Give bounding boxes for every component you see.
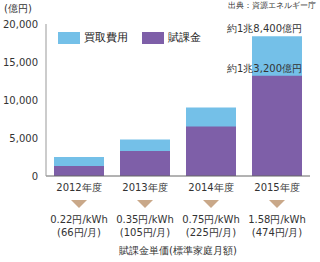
html-text:(億円): (億円) [4, 3, 32, 14]
svg-text:1.58円/kWh: 1.58円/kWh [248, 214, 306, 225]
svg-text:15,000: 15,000 [8, 57, 38, 68]
svg-text:約1兆3,200億円: 約1兆3,200億円 [227, 63, 302, 74]
html-text:出典：資源エネルギー庁: 出典：資源エネルギー庁 [228, 1, 316, 10]
svg-text:2014年度: 2014年度 [188, 182, 233, 193]
svg-text:2015年度: 2015年度 [254, 182, 299, 193]
html-text:買取費用: 買取費用 [84, 31, 128, 44]
svg-text:0.75円/kWh: 0.75円/kWh [182, 214, 240, 225]
svg-text:(66円/月): (66円/月) [57, 227, 101, 238]
svg-text:(105円/月): (105円/月) [120, 227, 170, 238]
svg-text:0.35円/kWh: 0.35円/kWh [116, 214, 174, 225]
svg-text:20,000: 20,000 [8, 19, 38, 30]
svg-text:(225円/月): (225円/月) [186, 227, 236, 238]
svg-text:賦課金単価(標準家庭月額): 賦課金単価(標準家庭月額) [119, 245, 237, 256]
svg-text:0: 0 [32, 171, 38, 182]
svg-text:2013年度: 2013年度 [122, 182, 167, 193]
svg-text:5,000: 5,000 [9, 133, 38, 144]
html-text:賦課金: 賦課金 [168, 31, 201, 44]
svg-text:約1兆8,400億円: 約1兆8,400億円 [227, 23, 302, 34]
svg-text:2012年度: 2012年度 [56, 182, 101, 193]
svg-text:(474円/月): (474円/月) [252, 227, 302, 238]
svg-text:10,000: 10,000 [8, 95, 38, 106]
svg-text:0.22円/kWh: 0.22円/kWh [50, 214, 108, 225]
